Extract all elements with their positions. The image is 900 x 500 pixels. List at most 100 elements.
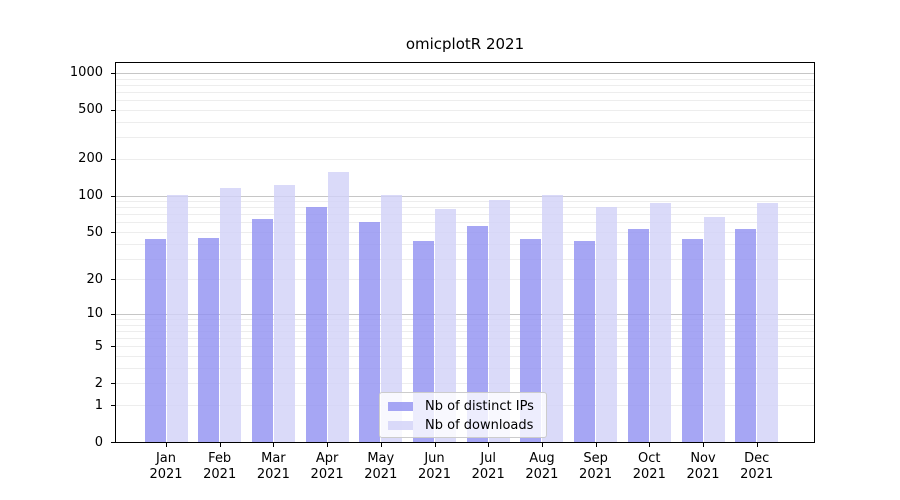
y-tick-label-10: 10 [86, 306, 103, 322]
gridline-60 [116, 222, 814, 224]
x-tick-month: Nov [690, 451, 716, 466]
bar-jan-downloads [166, 194, 188, 442]
y-tick-label-200: 200 [78, 151, 103, 167]
y-tick-label-1: 1 [94, 397, 103, 413]
gridline-800 [116, 84, 814, 86]
bar-sep-distinct-ips [574, 241, 596, 442]
x-tick-label-aug: Aug 2021 [510, 451, 574, 483]
gridline-50 [116, 232, 814, 233]
x-tick-year: 2021 [740, 467, 774, 482]
x-tick-month: Feb [208, 451, 232, 466]
x-tick-year: 2021 [632, 467, 666, 482]
x-tick-year: 2021 [686, 467, 720, 482]
gridline-600 [116, 100, 814, 102]
y-tick-label-20: 20 [86, 271, 103, 287]
x-tick-mark-jul [488, 443, 490, 447]
bar-oct-downloads [649, 203, 671, 442]
x-tick-year: 2021 [471, 467, 505, 482]
gridline-4 [116, 356, 814, 357]
x-tick-month: Jul [480, 451, 497, 466]
x-tick-month: Sep [583, 451, 608, 466]
y-tick-mark-50 [111, 232, 115, 233]
x-tick-year: 2021 [417, 467, 452, 482]
gridline-100 [116, 195, 814, 197]
x-tick-label-mar: Mar 2021 [241, 451, 305, 483]
bars-layer [116, 63, 814, 442]
legend-swatch-distinct-ips [388, 402, 413, 411]
y-tick-mark-200 [111, 158, 115, 160]
bar-jul-downloads [488, 199, 510, 442]
x-tick-label-jan: Jan 2021 [134, 451, 198, 483]
x-tick-label-sep: Sep 2021 [564, 451, 628, 483]
gridline-8 [116, 324, 814, 326]
legend-item-distinct-ips: Nb of distinct IPs [388, 397, 538, 416]
gridline-70 [116, 214, 814, 216]
x-tick-mark-jan [166, 443, 167, 447]
gridline-6 [116, 338, 814, 340]
plot-area: Nb of distinct IPs Nb of downloads [115, 62, 815, 443]
x-tick-label-apr: Apr 2021 [295, 451, 359, 483]
gridline-3 [116, 367, 814, 369]
gridline-90 [116, 201, 814, 202]
x-tick-month: Oct [638, 451, 661, 466]
x-tick-label-feb: Feb 2021 [188, 451, 252, 483]
x-tick-month: Jun [424, 451, 445, 466]
bar-may-downloads [381, 194, 403, 442]
y-tick-mark-1000 [111, 72, 115, 74]
x-tick-label-may: May 2021 [349, 451, 413, 483]
x-tick-label-dec: Dec 2021 [725, 451, 789, 483]
x-tick-label-jul: Jul 2021 [456, 451, 520, 483]
x-tick-label-oct: Oct 2021 [617, 451, 681, 483]
x-tick-year: 2021 [579, 467, 613, 482]
gridline-1000 [116, 72, 814, 74]
y-tick-mark-1 [111, 405, 115, 406]
x-tick-month: May [367, 451, 395, 466]
x-tick-year: 2021 [149, 467, 183, 482]
bar-dec-distinct-ips [735, 228, 757, 442]
bar-aug-distinct-ips [520, 238, 542, 442]
legend-item-downloads: Nb of downloads [388, 416, 538, 435]
y-tick-label-50: 50 [86, 224, 103, 240]
x-tick-mark-apr [327, 443, 329, 447]
legend-label-distinct-ips: Nb of distinct IPs [425, 399, 534, 414]
x-tick-month: Mar [261, 451, 286, 466]
gridline-200 [116, 158, 814, 160]
legend: Nb of distinct IPs Nb of downloads [379, 392, 547, 438]
gridline-40 [116, 243, 814, 245]
x-tick-year: 2021 [256, 467, 290, 482]
y-tick-label-500: 500 [78, 102, 103, 118]
bar-dec-downloads [757, 203, 779, 442]
x-tick-label-jun: Jun 2021 [403, 451, 467, 483]
y-tick-mark-10 [111, 313, 115, 315]
bar-oct-distinct-ips [627, 228, 649, 442]
gridline-2 [116, 383, 814, 385]
x-tick-year: 2021 [310, 467, 344, 482]
x-tick-mark-jun [434, 443, 436, 447]
x-tick-month: Dec [744, 451, 770, 466]
bar-mar-distinct-ips [251, 219, 273, 442]
bar-jun-distinct-ips [413, 241, 434, 442]
bar-may-distinct-ips [359, 222, 381, 442]
y-tick-label-1000: 1000 [69, 65, 103, 81]
gridline-10 [116, 313, 814, 315]
gridline-5 [116, 346, 814, 348]
x-tick-year: 2021 [525, 467, 559, 482]
bar-jun-downloads [435, 208, 456, 442]
bar-sep-downloads [596, 207, 618, 442]
gridline-80 [116, 207, 814, 209]
bar-jul-distinct-ips [466, 226, 488, 442]
bar-aug-downloads [542, 194, 564, 442]
x-tick-year: 2021 [203, 467, 237, 482]
bar-apr-downloads [327, 171, 349, 442]
gridline-30 [116, 258, 814, 260]
x-tick-month: Aug [529, 451, 555, 466]
y-tick-mark-100 [111, 195, 115, 197]
x-tick-mark-nov [703, 443, 704, 447]
y-tick-label-0: 0 [94, 434, 103, 450]
x-tick-month: Apr [315, 451, 339, 466]
gridline-400 [116, 121, 814, 123]
bar-jan-distinct-ips [144, 238, 166, 442]
gridline-20 [116, 279, 814, 281]
y-tick-mark-500 [111, 109, 115, 111]
